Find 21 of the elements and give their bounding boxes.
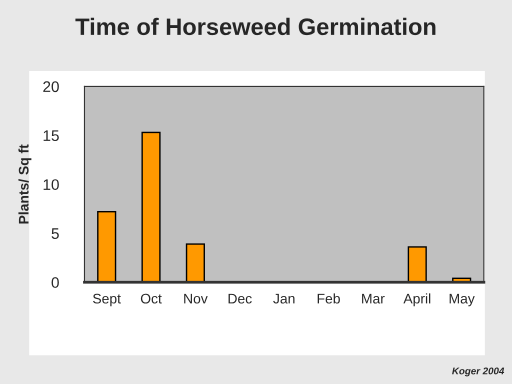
bar xyxy=(408,246,427,282)
y-tick-label: 10 xyxy=(44,179,59,190)
x-tick-label: Sept xyxy=(93,294,121,306)
x-tick-label: April xyxy=(403,293,430,306)
x-tick-label: Feb xyxy=(318,293,340,304)
y-tick-label: 15 xyxy=(44,130,59,142)
x-tick-label: Oct xyxy=(140,294,162,304)
x-tick-label: Dec xyxy=(228,294,252,304)
x-tick-label: Mar xyxy=(362,294,385,304)
bar xyxy=(141,132,161,282)
x-tick-label: Nov xyxy=(184,294,208,304)
y-axis-title: Plants/ Sq ft xyxy=(18,144,32,224)
y-tick-label: 0 xyxy=(52,277,59,288)
bar xyxy=(97,211,116,282)
y-tick-label: 5 xyxy=(52,228,59,239)
x-tick-label: Jan xyxy=(273,294,294,304)
text: Koger 2004 xyxy=(452,368,504,376)
x-tick-label: May xyxy=(450,294,475,306)
y-tick-label: 20 xyxy=(43,81,59,92)
chart-title: Time of Horseweed Germination xyxy=(75,18,436,36)
bar xyxy=(186,243,205,282)
